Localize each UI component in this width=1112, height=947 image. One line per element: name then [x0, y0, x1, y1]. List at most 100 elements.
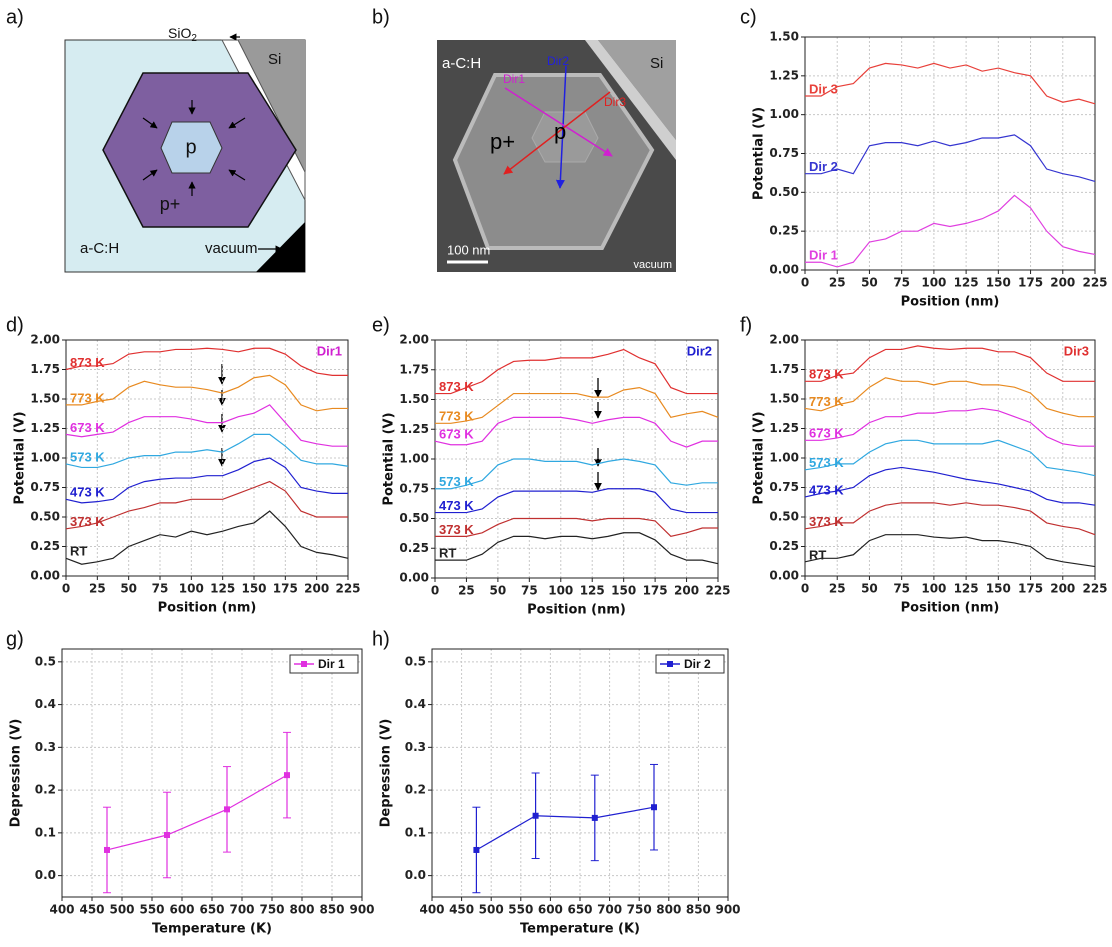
- series-label: 773 K: [439, 409, 474, 424]
- y-tick-label: 1.50: [30, 392, 60, 406]
- y-axis-title: Depression (V): [379, 719, 394, 828]
- chart: h) 0.0 0.1 0.2 0.3 0.4 0.5 400 450 500 550 600 650 70…: [372, 628, 741, 936]
- y-tick-label: 0.3: [405, 740, 426, 754]
- x-tick-label: 200: [1050, 582, 1075, 596]
- y-tick-label: 0.4: [405, 697, 426, 711]
- x-axis-title: Position (nm): [527, 603, 626, 618]
- x-tick-label: 550: [139, 903, 164, 917]
- y-tick-label: 1.75: [769, 362, 799, 376]
- y-tick-label: 0.25: [30, 539, 60, 553]
- y-tick-label: 1.00: [769, 451, 799, 465]
- y-tick-label: 0.75: [769, 146, 799, 160]
- series-line: [805, 345, 1095, 382]
- arrows: [142, 33, 283, 253]
- marker: [473, 846, 480, 853]
- schematic: a) p p+ a-C:H vacuum SiO2 Si: [6, 6, 306, 273]
- chart: d) 0.00 0.25 0.50 0.75 1.00 1.25 1.50 1.75 2.00 0 2…: [6, 314, 361, 615]
- annotation: Dir3: [1064, 343, 1089, 358]
- x-tick-label: 150: [986, 582, 1011, 596]
- x-tick-label: 75: [893, 582, 910, 596]
- y-tick-label: 2.00: [399, 333, 429, 347]
- x-tick-label: 0: [431, 584, 439, 598]
- y-tick-label: 1.50: [399, 392, 429, 406]
- dip-arrows: [218, 364, 602, 491]
- x-tick-label: 500: [479, 903, 504, 917]
- x-tick-label: 50: [490, 584, 507, 598]
- chart: f) 0.00 0.25 0.50 0.75 1.00 1.25 1.50 1.75 2.00 0 2…: [740, 314, 1108, 615]
- x-tick-label: 450: [449, 903, 474, 917]
- series-label: 873 K: [809, 367, 844, 382]
- series-label: 373 K: [809, 514, 844, 529]
- y-tick-label: 1.00: [399, 452, 429, 466]
- dir2-arrow: [555, 65, 567, 189]
- series-line: [804, 377, 1095, 418]
- x-tick-label: 850: [319, 903, 344, 917]
- chart: e) 0.00 0.25 0.50 0.75 1.00 1.25 1.50 1.75 2.00 0 2…: [372, 314, 731, 617]
- x-tick-label: 150: [241, 582, 266, 596]
- y-tick-label: 1.25: [399, 422, 429, 436]
- matrix-label: a-C:H: [80, 240, 119, 257]
- x-tick-label: 25: [458, 584, 475, 598]
- y-tick-label: 0.75: [30, 480, 60, 494]
- series-label: 873 K: [439, 379, 474, 394]
- legend-label: Dir 1: [318, 657, 345, 671]
- y-tick-label: 0.50: [399, 511, 429, 525]
- y-tick-label: 0.00: [30, 569, 60, 583]
- series-label: 573 K: [439, 474, 474, 489]
- p-label: p: [185, 136, 196, 158]
- y-tick-label: 0.1: [35, 825, 56, 839]
- series-line: [805, 134, 1096, 183]
- dir1-label: Dir1: [503, 72, 525, 86]
- y-tick-label: 1.00: [30, 451, 60, 465]
- y-tick-label: 1.75: [399, 362, 429, 376]
- chart: g) 0.0 0.1 0.2 0.3 0.4 0.5 400 450 500 550 600 650 70…: [6, 628, 375, 936]
- plot-frame: [804, 36, 1096, 271]
- x-tick-label: 0: [801, 582, 809, 596]
- series-line: [65, 510, 349, 565]
- series-label: 873 K: [70, 355, 105, 370]
- y-tick-label: 1.25: [769, 68, 799, 82]
- annotation: Dir2: [687, 343, 712, 358]
- x-tick-label: 850: [686, 903, 711, 917]
- x-tick-label: 400: [419, 903, 444, 917]
- x-tick-label: 150: [986, 276, 1011, 290]
- y-tick-label: 0.25: [769, 539, 799, 553]
- x-tick-label: 150: [611, 584, 636, 598]
- x-tick-label: 900: [349, 903, 374, 917]
- series-label: Dir 3: [809, 81, 838, 96]
- dir3-label: Dir3: [604, 95, 626, 109]
- x-tick-label: 200: [1050, 276, 1075, 290]
- panel-label: g): [6, 628, 24, 650]
- x-tick-label: 175: [643, 584, 668, 598]
- y-tick-label: 1.50: [769, 392, 799, 406]
- y-tick-label: 0.5: [35, 654, 56, 668]
- x-tick-label: 175: [1018, 582, 1043, 596]
- x-tick-label: 225: [1082, 582, 1107, 596]
- y-axis-title: Depression (V): [9, 719, 24, 828]
- x-tick-label: 600: [538, 903, 563, 917]
- x-axis-title: Position (nm): [158, 601, 257, 616]
- series-line: [106, 774, 288, 851]
- series-label: RT: [70, 544, 87, 559]
- series-line: [66, 374, 348, 412]
- series-line: [435, 386, 719, 424]
- legend-marker: [667, 661, 673, 667]
- y-tick-label: 1.25: [30, 421, 60, 435]
- x-tick-label: 125: [210, 582, 235, 596]
- series-label: 373 K: [439, 522, 474, 537]
- x-axis-title: Position (nm): [901, 295, 1000, 310]
- y-tick-label: 0.00: [399, 571, 429, 585]
- dir3-arrow: [503, 91, 611, 175]
- series-label: 673 K: [439, 427, 474, 442]
- y-tick-label: 0.4: [35, 697, 56, 711]
- marker: [284, 772, 290, 779]
- series-label: 573 K: [809, 455, 844, 470]
- micrograph: b) a-C:H Si Dir1 Dir2 Dir3 p+ p 100 nm v…: [372, 6, 676, 272]
- dir1-arrow: [504, 87, 613, 157]
- y-tick-label: 0.3: [35, 740, 56, 754]
- x-tick-label: 100: [179, 582, 204, 596]
- y-tick-label: 0.50: [30, 510, 60, 524]
- x-tick-label: 800: [656, 903, 681, 917]
- y-axis-title: Potential (V): [752, 107, 767, 200]
